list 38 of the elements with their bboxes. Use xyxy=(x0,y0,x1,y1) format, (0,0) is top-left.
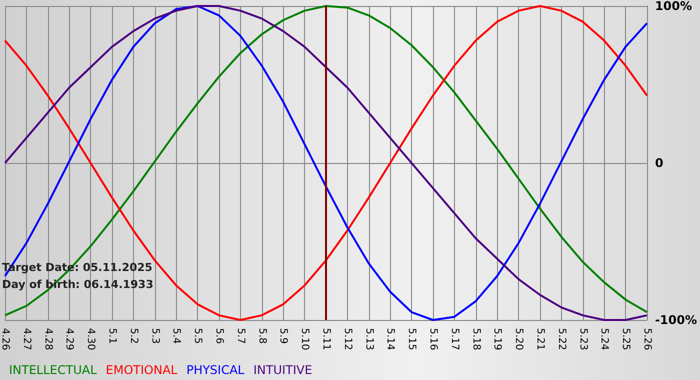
x-tick-label: 5.7 xyxy=(234,328,246,344)
x-tick-label: 4.28 xyxy=(42,328,54,350)
text: INTUITIVE xyxy=(253,363,312,377)
x-tick-label: 5.6 xyxy=(213,328,224,344)
x-tick-label: 5.21 xyxy=(534,328,546,350)
x-tick-label: 5.22 xyxy=(556,328,567,350)
x-tick-label: 5.5 xyxy=(192,328,204,344)
x-tick-label: 5.23 xyxy=(577,328,588,350)
x-tick-label: 5.4 xyxy=(170,328,182,344)
x-tick-label: 5.24 xyxy=(598,328,610,350)
x-tick-label: 5.9 xyxy=(278,328,289,344)
x-tick-label: 5.10 xyxy=(299,328,310,350)
x-tick-label: 5.25 xyxy=(620,328,632,350)
x-tick-label: 5.1 xyxy=(106,328,118,344)
x-tick-label: 5.8 xyxy=(256,328,268,344)
x-tick-label: 5.12 xyxy=(342,328,353,350)
text: EMOTIONAL xyxy=(106,363,178,377)
x-tick-label: 5.26 xyxy=(641,328,652,350)
x-tick-label: 5.3 xyxy=(149,328,160,344)
y-tick-label: -100% xyxy=(654,313,698,327)
text: PHYSICAL xyxy=(186,363,245,377)
x-tick-label: 4.29 xyxy=(64,328,75,350)
y-tick-label: 100% xyxy=(654,0,692,13)
x-tick-label: 5.19 xyxy=(492,328,503,350)
x-tick-label: 5.20 xyxy=(513,328,524,350)
x-tick-label: 4.30 xyxy=(85,328,96,350)
x-tick-label: 5.2 xyxy=(128,328,139,344)
x-tick-label: 5.13 xyxy=(363,328,374,350)
x-tick-label: 5.16 xyxy=(427,328,438,350)
x-tick-label: 5.15 xyxy=(406,328,418,350)
x-tick-label: 4.27 xyxy=(20,328,32,350)
text: INTELLECTUAL xyxy=(9,363,98,377)
y-tick-label: 0 xyxy=(654,156,664,170)
x-tick-label: 4.26 xyxy=(0,328,10,350)
x-tick-label: 5.17 xyxy=(448,328,460,350)
x-tick-label: 5.11 xyxy=(320,328,332,350)
x-tick-label: 5.18 xyxy=(470,328,482,350)
x-tick-label: 5.14 xyxy=(384,328,396,350)
